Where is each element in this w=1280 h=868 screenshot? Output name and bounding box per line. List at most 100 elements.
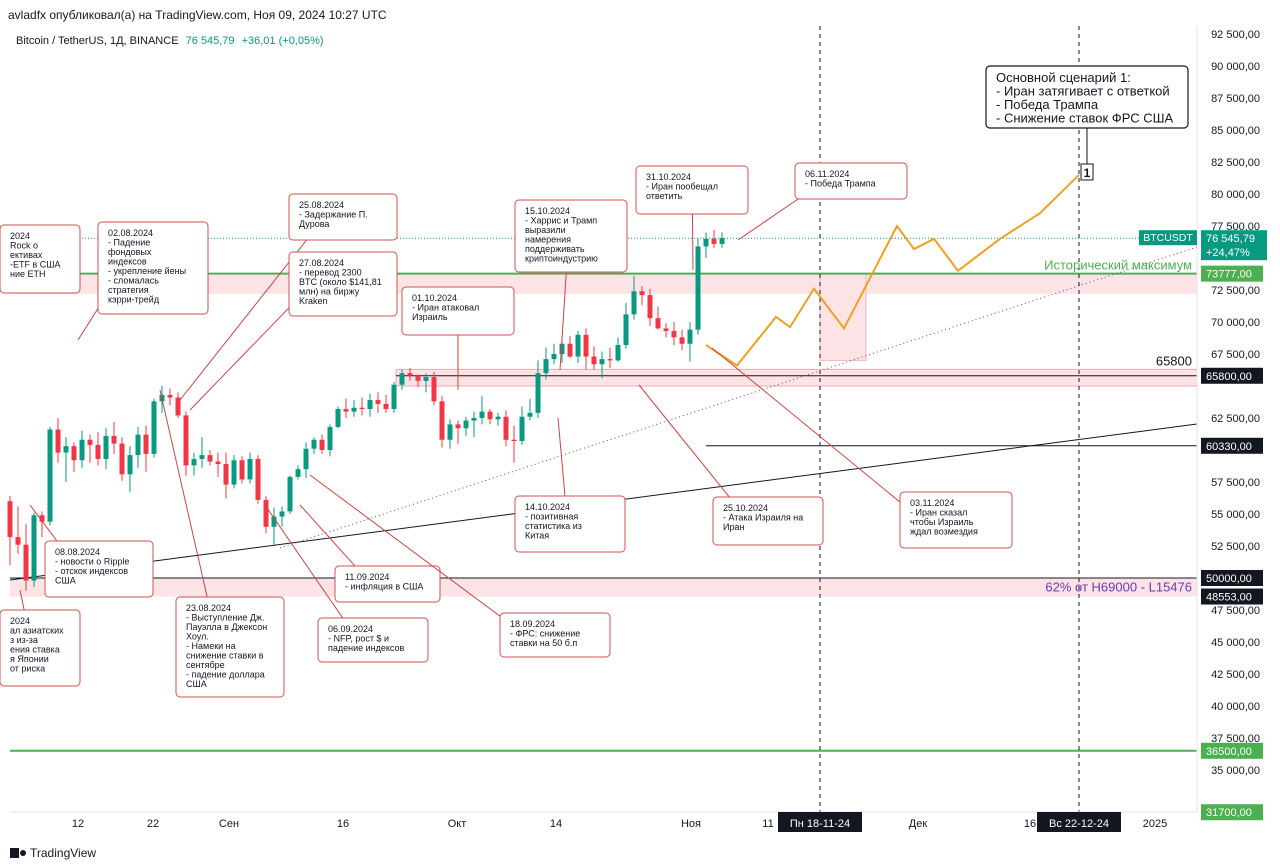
annotation-text: 25.10.2024- Атака Израиля на Иран: [723, 503, 803, 532]
candle-body: [215, 461, 221, 465]
annotation-line: - Намеки на: [186, 641, 236, 651]
annotation-line: Kraken: [299, 296, 328, 306]
x-tick-label: 12: [72, 818, 84, 830]
annotation-box: [334, 565, 441, 603]
annotation-line: Китая: [525, 531, 549, 541]
x-tick-label: 14: [550, 818, 562, 830]
candle-body: [335, 409, 341, 427]
annotation-box: [401, 286, 515, 336]
candle-body: [487, 411, 493, 420]
candle-body: [695, 246, 701, 330]
annotation-line: млн) на биржу: [299, 287, 360, 297]
scenario-marker-box: [1080, 163, 1094, 181]
candle-body: [655, 318, 661, 329]
trendline-dotted: [279, 246, 1198, 549]
candle-body: [39, 515, 45, 522]
candle-body: [495, 416, 501, 420]
annotation-line: выразили: [525, 225, 566, 235]
annotation-line: - позитивная: [525, 512, 578, 522]
annotation-line: - Иран пообещал: [646, 182, 718, 192]
price-level-badge: [1201, 265, 1263, 282]
level-65800-label: 65800: [1156, 353, 1192, 368]
candle-body: [359, 407, 365, 410]
candle-body: [343, 409, 349, 412]
annotation-line: чтобы Израиль: [910, 517, 974, 527]
y-tick-label: 45 000,00: [1211, 637, 1260, 649]
candle-body: [135, 434, 141, 456]
candle-body: [423, 377, 429, 381]
y-tick-label: 55 000,00: [1211, 509, 1260, 521]
annotation-date: 02.08.2024: [108, 228, 153, 238]
annotation-box: [635, 165, 749, 215]
candle-body: [255, 458, 261, 500]
annotation-line: - инфляция в США: [345, 582, 423, 592]
fib-zone: [10, 578, 1197, 597]
candle-body: [127, 455, 133, 475]
fib-label: 62% от H69000 - L15476: [1045, 580, 1192, 595]
annotation-text: 15.10.2024- Харрис и Трамп выразили намере…: [525, 206, 598, 264]
annotation-box: [499, 612, 611, 658]
price-level-badge-value: 48553,00: [1206, 592, 1252, 604]
candle-body: [311, 439, 317, 449]
symbol-badge: [1139, 230, 1197, 246]
price-level-badge-value: 36500,00: [1206, 746, 1252, 758]
candle-body: [23, 544, 29, 581]
annotation-line: - новости о Ripple: [55, 557, 129, 567]
symbol-info[interactable]: Bitcoin / TetherUS, 1Д, BINANCE 76 545,7…: [16, 35, 324, 47]
annotation-line: ения ставка: [10, 645, 60, 655]
annotation-date: 03.11.2024: [910, 498, 954, 508]
annotation-line: з из-за: [10, 635, 38, 645]
y-tick-label: 70 000,00: [1211, 317, 1260, 329]
scenario-box: [985, 65, 1189, 129]
annotation-box: [712, 496, 824, 546]
annotation-line: криптоиндустрию: [525, 254, 598, 264]
candle-body: [7, 501, 13, 538]
annotation-line: фондовых: [108, 247, 152, 257]
candle-body: [55, 429, 61, 453]
annotation-line: я Японии: [10, 654, 49, 664]
y-tick-label: 80 000,00: [1211, 189, 1260, 201]
candle-body: [559, 343, 565, 354]
candle-body: [295, 469, 301, 477]
candle-body: [223, 464, 229, 485]
scenario-text: Основной сценарий 1: - Иран затягивает с …: [996, 70, 1174, 126]
y-tick-label: 42 500,00: [1211, 669, 1260, 681]
annotation-date: 14.10.2024: [525, 502, 570, 512]
annotation-line: сентябре: [186, 660, 225, 670]
candle-body: [567, 343, 573, 357]
candle-body: [639, 291, 645, 296]
projection-path: [705, 174, 1080, 367]
annotation-date: 23.08.2024: [186, 603, 231, 613]
candle-body: [375, 400, 381, 404]
annotation-line: - укрепление йены: [108, 266, 186, 276]
annotation-line: Хоул.: [186, 632, 209, 642]
annotation-box: [514, 199, 628, 273]
candle-body: [191, 458, 197, 466]
annotation-line: - перевод 2300: [299, 268, 362, 278]
annotation-box: [44, 540, 154, 598]
candle-body: [231, 460, 237, 485]
candle-body: [183, 415, 189, 466]
annotation-line: кэрри-трейд: [108, 295, 160, 305]
y-tick-label: 40 000,00: [1211, 701, 1260, 713]
y-tick-label: 67 500,00: [1211, 349, 1260, 361]
candle-body: [615, 345, 621, 361]
candle-body: [631, 291, 637, 315]
scenario-line: - Победа Трампа: [996, 97, 1099, 112]
candle-body: [271, 516, 277, 527]
annotation-line: от риска: [10, 664, 45, 674]
candle-body: [479, 411, 485, 418]
x-tick-label: Дек: [909, 818, 928, 830]
annotation-text: 2024 ал азиатских з из-за ения ставка я Япон…: [10, 616, 64, 674]
annotation-line: Пауэлла в Джексон: [186, 622, 267, 632]
last-price: 76 545,79: [185, 35, 235, 47]
candle-body: [535, 373, 541, 413]
annotation-line: статистика из: [525, 521, 582, 531]
annotation-line: поддерживать: [525, 244, 585, 254]
last-price-badge-change: +24,47%: [1206, 247, 1250, 259]
tradingview-logo: TradingView: [10, 846, 96, 860]
annotation-line: - Атака Израиля на: [723, 513, 803, 523]
x-tick-label: 16: [1024, 818, 1036, 830]
annotation-line: BTC (около $141,81: [299, 277, 382, 287]
